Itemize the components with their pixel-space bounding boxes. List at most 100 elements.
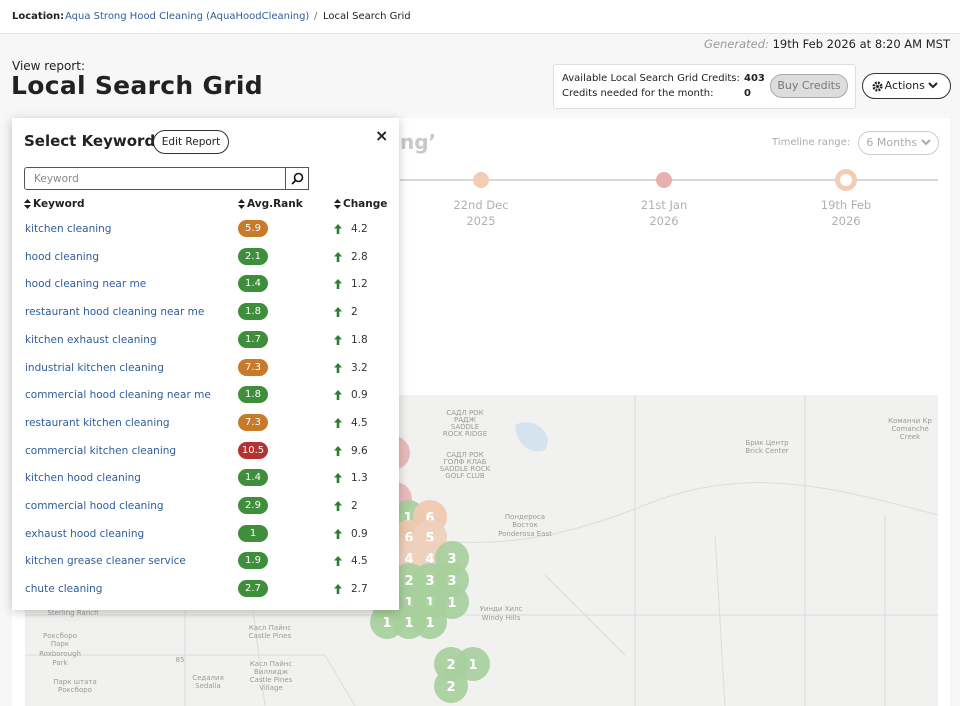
up-arrow — [334, 224, 342, 234]
buy-credits-button[interactable]: Buy Credits — [770, 74, 848, 98]
keyword-row[interactable]: kitchen hood cleaning 1.4 1.3 — [12, 469, 399, 491]
map-label: Roxborough — [39, 650, 81, 658]
keyword-row[interactable]: kitchen cleaning 5.9 4.2 — [12, 220, 399, 242]
keyword-row[interactable]: kitchen exhaust cleaning 1.7 1.8 — [12, 330, 399, 353]
up-arrow — [334, 556, 342, 567]
keyword-row[interactable]: hood cleaning near me 1.4 1.2 — [12, 275, 399, 297]
keyword-link[interactable]: kitchen exhaust cleaning — [25, 333, 157, 346]
edit-report-button[interactable]: Edit Report — [153, 130, 229, 154]
avg-rank-badge: 1.8 — [238, 303, 268, 321]
map-pin-rank: 3 — [447, 574, 456, 589]
map-label: Команчи Кр — [888, 417, 932, 425]
change-value: 1.2 — [351, 278, 368, 291]
timeline-label: Timeline range: — [772, 137, 851, 148]
map-label: Windy Hills — [482, 614, 521, 622]
map-label: 85 — [176, 656, 185, 664]
keyword-link[interactable]: restaurant hood cleaning near me — [25, 306, 205, 319]
up-arrow — [334, 417, 342, 428]
map-label: SADDLE — [451, 423, 479, 431]
keyword-link[interactable]: hood cleaning — [25, 250, 99, 263]
map-label: Парк штата — [53, 678, 97, 686]
map-label: Седалия — [192, 674, 224, 682]
up-arrow — [334, 501, 342, 511]
breadcrumb-separator: / — [314, 11, 318, 22]
breadcrumb-link[interactable]: Aqua Strong Hood Cleaning (AquaHoodClean… — [65, 11, 310, 22]
column-header: Avg.Rank — [238, 198, 303, 210]
map-label: Роксборо — [43, 632, 77, 640]
keyword-row[interactable]: commercial hood cleaning near me 1.8 0.9 — [12, 386, 399, 408]
keyword-row[interactable]: commercial kitchen cleaning 10.5 9.6 — [12, 441, 399, 464]
timeline-range-value: 6 Months — [866, 136, 918, 149]
keyword-search-input[interactable]: Keyword — [24, 167, 286, 190]
keyword-link[interactable]: kitchen grease cleaner service — [25, 555, 186, 568]
keyword-row[interactable]: chute cleaning 2.7 2.7 — [12, 580, 399, 602]
breadcrumb-bar: Location: Aqua Strong Hood Cleaning (Aqu… — [0, 0, 960, 34]
timeline-dot — [656, 172, 672, 188]
map-label: Brick Center — [745, 447, 788, 455]
generated-value: 19th Feb 2026 at 8:20 AM MST — [772, 37, 950, 51]
keyword-link[interactable]: restaurant kitchen cleaning — [25, 416, 170, 429]
map-label: Касл Пайнс — [250, 660, 292, 668]
timeline-year: 2025 — [466, 214, 495, 228]
credits-available: 403 — [744, 73, 765, 84]
keyword-row[interactable]: restaurant kitchen cleaning 7.3 4.5 — [12, 413, 399, 436]
map-label: Sedalia — [195, 682, 221, 690]
actions-button[interactable]: Actions — [862, 73, 951, 99]
map-label: САДЛ РОК — [446, 451, 483, 459]
keyword-link[interactable]: hood cleaning near me — [25, 278, 147, 291]
up-arrow — [334, 445, 342, 456]
avg-rank-badge: 7.3 — [238, 358, 268, 376]
map-pin-rank: 2 — [446, 680, 455, 695]
sort-icon — [24, 199, 31, 209]
map-pin-rank: 6 — [404, 531, 413, 546]
keyword-row[interactable]: exhaust hood cleaning 1 0.9 — [12, 524, 399, 547]
timeline-date: 22nd Dec — [453, 198, 508, 212]
avg-rank-badge: 1.4 — [238, 469, 268, 487]
timeline: 22nd Dec 2025 21st Jan 2026 19th Feb 2026 — [400, 169, 938, 228]
keyword-link[interactable]: commercial kitchen cleaning — [25, 444, 177, 457]
map-label: Уинди Хилс — [480, 605, 523, 613]
map-label: Восток — [512, 521, 538, 529]
keyword-row[interactable]: kitchen grease cleaner service 1.9 4.5 — [12, 552, 399, 574]
avg-rank-badge: 5.9 — [238, 220, 268, 237]
map-label: Пондероса — [505, 513, 545, 521]
keyword-row[interactable]: industrial kitchen cleaning 7.3 3.2 — [12, 358, 399, 381]
column-header-text: Change — [343, 198, 388, 210]
map-pin-rank: 1 — [468, 658, 477, 673]
keyword-link[interactable]: commercial hood cleaning near me — [25, 389, 211, 402]
change-value: 4.2 — [351, 223, 368, 235]
actions-label: Actions — [884, 79, 925, 92]
keyword-link[interactable]: chute cleaning — [25, 583, 103, 596]
map-label: Касл Пайнс — [249, 624, 291, 632]
avg-rank-badge: 2.9 — [238, 497, 268, 514]
view-report-label: View report: — [12, 59, 85, 73]
sort-icon — [238, 199, 245, 209]
keyword-row[interactable]: restaurant hood cleaning near me 1.8 2 — [12, 303, 399, 325]
map-label: Comanche — [891, 425, 928, 433]
change-value: 2 — [351, 306, 358, 319]
change-value: 4.5 — [351, 416, 368, 429]
map-pin-rank: 6 — [425, 511, 434, 526]
map-label: Роксборо — [58, 686, 92, 694]
keyword-row[interactable]: hood cleaning 2.1 2.8 — [12, 247, 399, 270]
breadcrumb-current: Local Search Grid — [323, 11, 411, 22]
avg-rank-badge: 1.8 — [238, 386, 268, 404]
keyword-panel: Select Keyword Edit Report × Keyword Key… — [12, 118, 399, 610]
close-button[interactable]: × — [375, 126, 389, 145]
up-arrow — [334, 307, 342, 318]
keyword-link[interactable]: kitchen cleaning — [25, 223, 112, 235]
timeline-range-select[interactable]: 6 Months — [858, 131, 939, 155]
search-button[interactable] — [285, 167, 309, 190]
keyword-link[interactable]: commercial hood cleaning — [25, 500, 164, 512]
timeline-dot — [473, 172, 489, 188]
keyword-link[interactable]: industrial kitchen cleaning — [25, 361, 164, 374]
avg-rank-badge: 1.4 — [238, 275, 268, 293]
credits-box: Available Local Search Grid Credits: 403… — [553, 64, 856, 109]
keyword-link[interactable]: exhaust hood cleaning — [25, 527, 145, 540]
keyword-row[interactable]: commercial hood cleaning 2.9 2 — [12, 497, 399, 519]
map-pin-rank: 1 — [404, 596, 413, 611]
map-label: Брик Центр — [745, 439, 789, 447]
keyword-link[interactable]: kitchen hood cleaning — [25, 472, 141, 485]
map-pin-rank: 4 — [425, 552, 434, 567]
